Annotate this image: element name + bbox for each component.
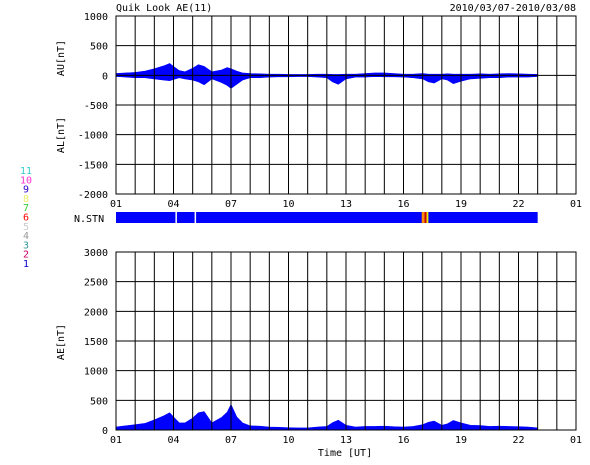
station-legend-item: 11 <box>20 166 32 177</box>
nstn-bar-group: N.STN <box>74 212 538 225</box>
station-legend-item: 1 <box>23 259 29 270</box>
panel-frame <box>115 251 577 431</box>
ytick-label: 3000 <box>84 248 108 259</box>
au-al-fill-group <box>115 63 538 89</box>
xtick-label: 10 <box>282 435 294 446</box>
xtick-label: 16 <box>397 199 409 210</box>
station-legend-item: 2 <box>23 250 29 261</box>
nstn-label: N.STN <box>74 214 104 225</box>
xtick-label: 04 <box>167 199 179 210</box>
station-legend-item: 6 <box>23 213 29 224</box>
ae-panel: 3000 2500 2000 1500 1000 500 0 01 04 07 10 13 16 19 2… <box>56 248 582 446</box>
au-series-area <box>115 63 538 76</box>
nstn-marker <box>424 212 427 223</box>
ytick-label: 1000 <box>84 367 108 378</box>
ae-axis-label: AE[nT] <box>56 324 67 360</box>
station-legend-item: 7 <box>23 203 29 214</box>
ytick-label: 0 <box>102 71 108 82</box>
au-al-grid <box>115 15 577 195</box>
x-axis-label: Time [UT] <box>318 448 372 459</box>
ytick-label: 0 <box>102 426 108 437</box>
xtick-label: 01 <box>110 435 122 446</box>
station-legend-item: 3 <box>23 240 29 251</box>
station-legend-item: 5 <box>23 222 29 233</box>
xtick-label: 22 <box>512 435 524 446</box>
ytick-label: -1500 <box>78 160 108 171</box>
ytick-label: 500 <box>90 396 108 407</box>
ae-series-area <box>115 403 538 431</box>
ytick-label: -500 <box>84 101 108 112</box>
nstn-fill <box>116 212 538 223</box>
xtick-label: 13 <box>340 199 352 210</box>
station-legend-item: 4 <box>23 231 29 242</box>
station-legend-item: 10 <box>20 175 32 186</box>
nstn-gap <box>194 212 197 223</box>
xtick-label: 16 <box>397 435 409 446</box>
al-axis-label: AL[nT] <box>56 117 67 153</box>
xtick-label: 01 <box>570 199 582 210</box>
station-legend-item: 8 <box>23 194 29 205</box>
ae-ytick-labels: 3000 2500 2000 1500 1000 500 0 <box>84 248 108 437</box>
date-range: 2010/03/07-2010/03/08 <box>450 3 576 14</box>
au-al-ytick-labels: 1000 500 0 -500 -1000 -1500 -2000 <box>78 12 108 201</box>
xtick-label: 07 <box>225 199 237 210</box>
ytick-label: -1000 <box>78 131 108 142</box>
ae-fill-group <box>115 403 538 431</box>
nstn-marker <box>426 212 429 223</box>
xtick-label: 04 <box>167 435 179 446</box>
chart-title: Quik Look AE(11) <box>116 3 212 14</box>
xtick-label: 01 <box>110 199 122 210</box>
ae-grid <box>115 251 577 431</box>
xtick-label: 19 <box>455 435 467 446</box>
au-al-panel: 1000 500 0 -500 -1000 -1500 -2000 01 04 07 10 13 16… <box>56 12 582 210</box>
xtick-label: 19 <box>455 199 467 210</box>
ytick-label: 1500 <box>84 337 108 348</box>
ytick-label: 2500 <box>84 278 108 289</box>
xtick-label: 07 <box>225 435 237 446</box>
al-series-area <box>115 75 538 89</box>
nstn-marker <box>421 212 425 223</box>
panel-frame <box>115 15 577 195</box>
ytick-label: -2000 <box>78 190 108 201</box>
ytick-label: 2000 <box>84 307 108 318</box>
xtick-label: 22 <box>512 199 524 210</box>
station-legend-item: 9 <box>23 185 29 196</box>
au-al-xtick-labels: 01 04 07 10 13 16 19 22 01 <box>110 199 582 210</box>
au-axis-label: AU[nT] <box>56 40 67 76</box>
xtick-label: 10 <box>282 199 294 210</box>
nstn-gap <box>175 212 177 223</box>
ytick-label: 500 <box>90 42 108 53</box>
ytick-label: 1000 <box>84 12 108 23</box>
ae-xtick-labels: 01 04 07 10 13 16 19 22 01 <box>110 435 582 446</box>
xtick-label: 13 <box>340 435 352 446</box>
xtick-label: 01 <box>570 435 582 446</box>
nstn-bar <box>116 212 538 223</box>
